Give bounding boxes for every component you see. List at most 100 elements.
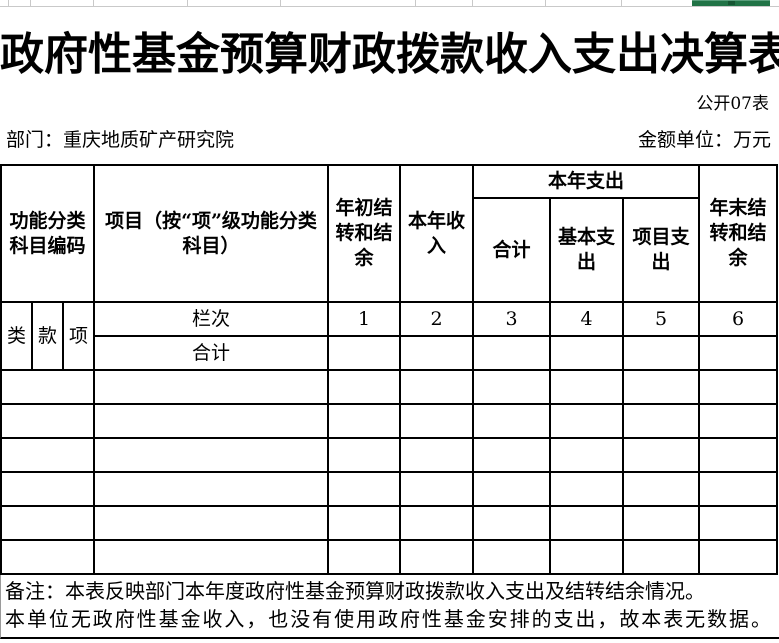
table-code-label: 公开07表	[696, 94, 769, 114]
empty-cell[interactable]	[327, 403, 401, 439]
empty-cell[interactable]	[327, 437, 401, 473]
empty-cell[interactable]	[399, 471, 474, 507]
empty-cell[interactable]	[621, 539, 701, 575]
green-bar-notch	[728, 1, 735, 5]
empty-cell-code[interactable]	[0, 471, 95, 507]
empty-cell[interactable]	[621, 505, 701, 541]
lane-number[interactable]: 1	[327, 301, 401, 337]
empty-cell[interactable]	[549, 403, 624, 439]
gridline-tick	[621, 0, 622, 6]
empty-cell[interactable]	[698, 539, 779, 575]
code-col-kuan[interactable]: 款	[31, 301, 64, 371]
total-cell-year-income[interactable]	[399, 335, 474, 371]
final-accounts-table: 功能分类科目编码 项目（按“项”级功能分类科目） 年初结转和结余 本年收入 本年…	[0, 164, 779, 575]
lane-number[interactable]: 3	[472, 301, 551, 337]
empty-cell[interactable]	[621, 369, 701, 405]
header-year-expense-group[interactable]: 本年支出	[471, 164, 701, 199]
code-col-xiang[interactable]: 项	[62, 301, 95, 371]
empty-cell[interactable]	[549, 505, 624, 541]
total-cell-project-expense[interactable]	[621, 335, 701, 371]
gridline-tick	[187, 0, 188, 6]
notes-block: 备注：本表反映部门本年度政府性基金预算财政拨款收入支出及结转结余情况。 本单位无…	[0, 575, 779, 639]
empty-cell-code[interactable]	[0, 403, 95, 439]
green-selection-bar	[692, 0, 770, 6]
note-line-1: 备注：本表反映部门本年度政府性基金预算财政拨款收入支出及结转结余情况。	[5, 579, 705, 603]
table-row	[0, 471, 779, 507]
header-begin-balance[interactable]: 年初结转和结余	[327, 164, 401, 303]
gridline-tick	[545, 0, 546, 6]
gridline-tick	[93, 0, 94, 6]
lane-number[interactable]: 4	[549, 301, 624, 337]
empty-cell[interactable]	[327, 369, 401, 405]
empty-cell[interactable]	[621, 403, 701, 439]
empty-cell[interactable]	[698, 505, 779, 541]
empty-cell[interactable]	[472, 471, 551, 507]
empty-cell[interactable]	[549, 471, 624, 507]
lane-number[interactable]: 6	[698, 301, 779, 337]
table-row	[0, 403, 779, 439]
department-label: 部门：重庆地质矿产研究院	[6, 129, 235, 151]
header-expense-total[interactable]: 合计	[472, 197, 551, 303]
empty-cell[interactable]	[327, 539, 401, 575]
table-row	[0, 437, 779, 473]
empty-cell[interactable]	[698, 403, 779, 439]
table-row	[0, 539, 779, 575]
gridline-tick	[472, 0, 473, 6]
empty-cell[interactable]	[698, 437, 779, 473]
empty-cell[interactable]	[472, 437, 551, 473]
lane-row-label[interactable]: 栏次	[93, 301, 329, 337]
empty-cell-project[interactable]	[93, 539, 329, 575]
total-row-label[interactable]: 合计	[93, 335, 329, 371]
empty-cell[interactable]	[698, 369, 779, 405]
lane-number[interactable]: 5	[621, 301, 701, 337]
info-row: 部门：重庆地质矿产研究院 金额单位：万元	[0, 127, 779, 153]
empty-cell[interactable]	[399, 539, 474, 575]
empty-cell[interactable]	[399, 403, 474, 439]
header-project-expense[interactable]: 项目支出	[621, 197, 701, 303]
code-col-lei[interactable]: 类	[0, 301, 33, 371]
header-end-balance[interactable]: 年末结转和结余	[698, 164, 779, 303]
empty-cell-project[interactable]	[93, 505, 329, 541]
header-func-code[interactable]: 功能分类科目编码	[0, 164, 95, 303]
total-cell-begin-balance[interactable]	[327, 335, 401, 371]
empty-cell-code[interactable]	[0, 539, 95, 575]
empty-cell-code[interactable]	[0, 505, 95, 541]
empty-cell[interactable]	[549, 539, 624, 575]
table-row	[0, 505, 779, 541]
gridline-tick	[415, 0, 416, 6]
header-year-income[interactable]: 本年收入	[399, 164, 474, 303]
table-row	[0, 369, 779, 405]
empty-cell[interactable]	[549, 369, 624, 405]
empty-cell[interactable]	[472, 505, 551, 541]
empty-cell-project[interactable]	[93, 437, 329, 473]
empty-cell[interactable]	[621, 471, 701, 507]
gridline-tick	[30, 0, 31, 6]
header-project[interactable]: 项目（按“项”级功能分类科目）	[93, 164, 329, 303]
empty-cell[interactable]	[472, 369, 551, 405]
empty-cell[interactable]	[327, 471, 401, 507]
empty-cell[interactable]	[472, 403, 551, 439]
empty-cell-project[interactable]	[93, 471, 329, 507]
empty-cell[interactable]	[399, 505, 474, 541]
empty-cell[interactable]	[327, 505, 401, 541]
empty-cell-project[interactable]	[93, 403, 329, 439]
empty-cell[interactable]	[472, 539, 551, 575]
empty-cell-code[interactable]	[0, 369, 95, 405]
lane-number[interactable]: 2	[399, 301, 474, 337]
excel-grid-strip	[0, 0, 779, 7]
empty-cell-code[interactable]	[0, 437, 95, 473]
total-cell-expense-total[interactable]	[472, 335, 551, 371]
total-cell-basic-expense[interactable]	[549, 335, 624, 371]
empty-cell[interactable]	[698, 471, 779, 507]
total-cell-end-balance[interactable]	[698, 335, 779, 371]
gridline-tick	[8, 0, 9, 6]
empty-cell[interactable]	[399, 369, 474, 405]
header-basic-expense[interactable]: 基本支出	[549, 197, 624, 303]
empty-cell[interactable]	[549, 437, 624, 473]
amount-unit-label: 金额单位：万元	[637, 129, 771, 151]
empty-cell[interactable]	[399, 437, 474, 473]
note-line-2: 本单位无政府性基金收入，也没有使用政府性基金安排的支出，故本表无数据。	[5, 607, 771, 631]
empty-cell[interactable]	[621, 437, 701, 473]
empty-cell-project[interactable]	[93, 369, 329, 405]
page-title: 政府性基金预算财政拨款收入支出决算表	[0, 29, 779, 80]
